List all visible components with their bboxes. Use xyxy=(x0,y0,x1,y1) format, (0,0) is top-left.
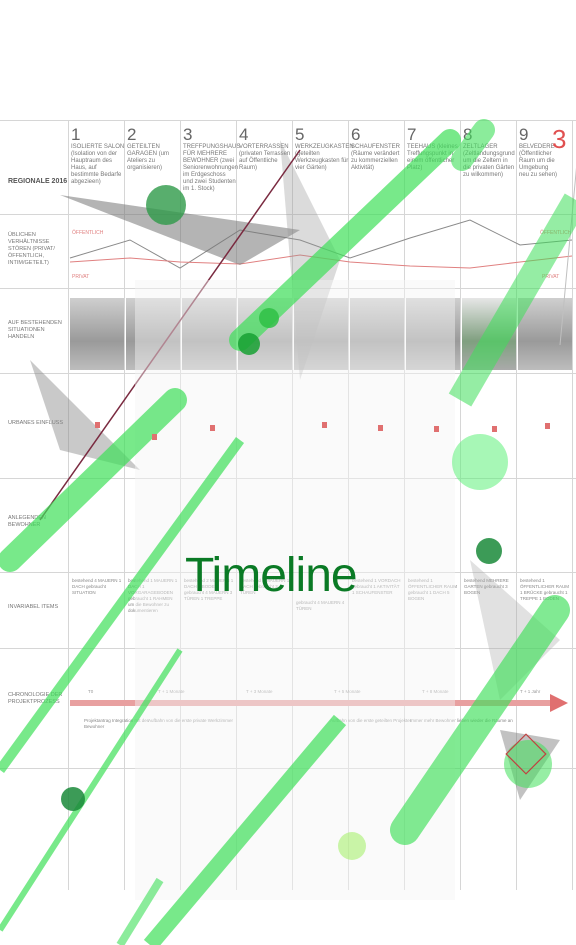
column-header: 9 BELVEDERE (Öffentlicher Raum um die Umg… xyxy=(519,125,558,179)
item-text: gebraucht 4 MAUERN 4 TÜREN xyxy=(296,600,345,611)
grid-row1 xyxy=(0,214,576,215)
private-tag-right: PRIVAT xyxy=(542,274,560,280)
row-label: CHRONOLOGIE DER PROJEKTPROZESS xyxy=(8,692,63,705)
green-stroke xyxy=(448,193,576,407)
column-header: 3 TREFFPUNGSHAUS FÜR MEHRERE BEWOHNER (zw… xyxy=(183,125,241,193)
site-photo xyxy=(294,298,348,370)
translucent-panel xyxy=(135,280,455,900)
grid-col1 xyxy=(124,120,125,890)
green-stroke xyxy=(143,714,347,945)
site-photo xyxy=(182,298,236,370)
grid-row4 xyxy=(0,478,576,479)
timeline-note: Aufbahn von die erste geteilten Projekte… xyxy=(330,718,413,723)
column-header: 1 ISOLIERTE SALON (Isolation von der Haup… xyxy=(71,125,125,186)
red-mark xyxy=(492,426,497,432)
row-label: ANLEGENDEN BEWOHNER xyxy=(8,515,46,528)
column-header: 5 WERKZEUGKASTEN (geteilten Werkzeugkaste… xyxy=(295,125,354,172)
grid-row5 xyxy=(0,572,576,573)
green-dot xyxy=(146,185,186,225)
grid-row3 xyxy=(0,373,576,374)
grid-col9 xyxy=(572,120,573,890)
timeline-arrowhead xyxy=(550,694,568,712)
red-mark xyxy=(152,434,157,440)
green-dot xyxy=(452,434,508,490)
site-photo xyxy=(70,298,124,370)
site-photo xyxy=(406,298,460,370)
grey-wedge xyxy=(470,560,560,700)
item-text: bestehend 4 MAUERN 1 DACH gebraucht SITU… xyxy=(72,578,122,595)
private-tag-left: PRIVAT xyxy=(72,274,90,280)
grey-wedge xyxy=(60,195,300,265)
row-label: INVARIABEL ITEMS xyxy=(8,604,59,610)
item-text: bestehend 4 MAUERN 1 DACH gebraucht 2 TÜ… xyxy=(240,578,290,595)
green-dot xyxy=(504,740,552,788)
green-stroke xyxy=(451,119,495,171)
timeline-tick: T + 1 Jahr xyxy=(520,689,541,694)
red-mark xyxy=(545,423,550,429)
site-photo xyxy=(350,298,404,370)
red-mark xyxy=(95,422,100,428)
column-header: 2 GETEILTEN GARAGEN (um Ateliers zu organ… xyxy=(127,125,170,172)
green-stroke xyxy=(116,877,164,945)
item-text: bestehend MEHRERE GARTEN gebraucht 3 BOG… xyxy=(464,578,509,595)
timeline-bar xyxy=(70,700,550,706)
timeline-note: Projektantrag Integration mit den Bewohn… xyxy=(84,718,150,729)
item-text: bestehend 2 MAUERN 1 DACH 1 BODEN gebrau… xyxy=(184,578,234,601)
item-text: bestehend 1 ÖFFENTLICHER RAUM gebraucht … xyxy=(408,578,458,601)
grid-col4 xyxy=(292,120,293,890)
page-title: Timeline xyxy=(185,549,358,602)
grid-row6 xyxy=(0,648,576,649)
region-label: REGIONALE 2016 xyxy=(8,178,68,185)
grid-top xyxy=(0,120,576,121)
green-dot xyxy=(476,538,502,564)
timeline-tick: T + 8 Monate xyxy=(422,689,449,694)
row-label: AUF BESTEHENDEN SITUATIONEN HANDELN xyxy=(8,320,62,340)
diagonal-line xyxy=(39,149,301,521)
grid-col2 xyxy=(180,120,181,890)
green-dot xyxy=(259,308,279,328)
grid-col6 xyxy=(404,120,405,890)
green-dot xyxy=(238,333,260,355)
column-header: 4 VORTERRASSEN (privaten Terrassen auf Öf… xyxy=(239,125,291,172)
red-mark xyxy=(322,422,327,428)
row-label: ÜBLICHEN VERHÄLTNISSE STÖREN (privat/öff… xyxy=(8,232,55,266)
item-text: bestehend 1 ÖFFENTLICHER RAUM 1 BRÜCKE g… xyxy=(520,578,570,601)
timeline-note: Aufbahn von die erste private Werkzimmer xyxy=(148,718,233,723)
green-dot xyxy=(61,787,85,811)
timeline-note: Immer mehr Bewohner lieben wieder die Rä… xyxy=(410,718,513,723)
column-header: 6 SCHAUFENSTER (Räume verändert zu kommer… xyxy=(351,125,401,172)
grey-wedge xyxy=(30,360,140,470)
big-number: 3 xyxy=(552,124,567,154)
red-mark xyxy=(210,425,215,431)
red-mark xyxy=(378,425,383,431)
red-mark xyxy=(505,733,547,775)
item-text: bestehend 1 VORDACH gebraucht 1 AKTIVITÄ… xyxy=(352,578,401,595)
green-stroke xyxy=(0,437,245,773)
grid-row7 xyxy=(0,768,576,769)
public-tag-left: ÖFFENTLICH xyxy=(72,230,104,236)
grid-col3 xyxy=(236,120,237,890)
green-stroke xyxy=(0,648,183,932)
green-dot xyxy=(338,832,366,860)
diagonal-line xyxy=(559,167,576,346)
green-stroke xyxy=(0,388,187,572)
grid-col7 xyxy=(460,120,461,890)
row-label: URBANES EINFLUSS xyxy=(8,420,64,426)
grid-col5 xyxy=(348,120,349,890)
green-stroke xyxy=(229,129,461,351)
grid-col8 xyxy=(516,120,517,890)
green-stroke xyxy=(390,595,570,845)
timeline-tick: T + 3 Monate xyxy=(246,689,273,694)
timeline-tick: T + 5 Monate xyxy=(334,689,361,694)
timeline-tick: T + 1 Monate xyxy=(158,689,185,694)
red-mark xyxy=(434,426,439,432)
timeline-tick: T0 xyxy=(88,689,94,694)
